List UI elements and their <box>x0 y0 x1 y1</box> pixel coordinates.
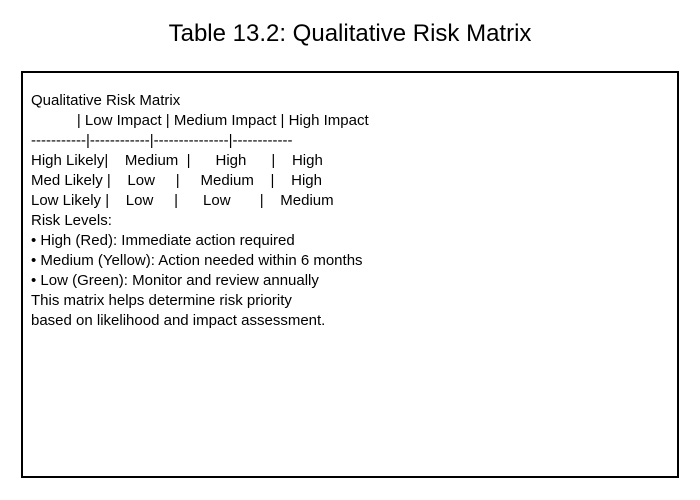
matrix-separator: -----------|------------|---------------… <box>31 132 293 149</box>
matrix-description-line-1: This matrix helps determine risk priorit… <box>31 292 292 309</box>
risk-level-low: • Low (Green): Monitor and review annual… <box>31 272 319 289</box>
matrix-row-med-likely: Med Likely | Low | Medium | High <box>31 172 322 189</box>
matrix-description-line-2: based on likelihood and impact assessmen… <box>31 312 326 329</box>
risk-levels-heading: Risk Levels: <box>31 212 112 229</box>
matrix-heading: Qualitative Risk Matrix <box>31 92 181 109</box>
matrix-column-headers: | Low Impact | Medium Impact | High Impa… <box>31 112 369 129</box>
matrix-row-high-likely: High Likely| Medium | High | High <box>31 152 323 169</box>
matrix-text-block: Qualitative Risk Matrix | Low Impact | M… <box>31 91 369 331</box>
risk-level-high: • High (Red): Immediate action required <box>31 232 295 249</box>
matrix-row-low-likely: Low Likely | Low | Low | Medium <box>31 192 334 209</box>
risk-level-medium: • Medium (Yellow): Action needed within … <box>31 252 363 269</box>
page-title: Table 13.2: Qualitative Risk Matrix <box>168 20 532 47</box>
matrix-text-box: Qualitative Risk Matrix | Low Impact | M… <box>21 71 679 478</box>
